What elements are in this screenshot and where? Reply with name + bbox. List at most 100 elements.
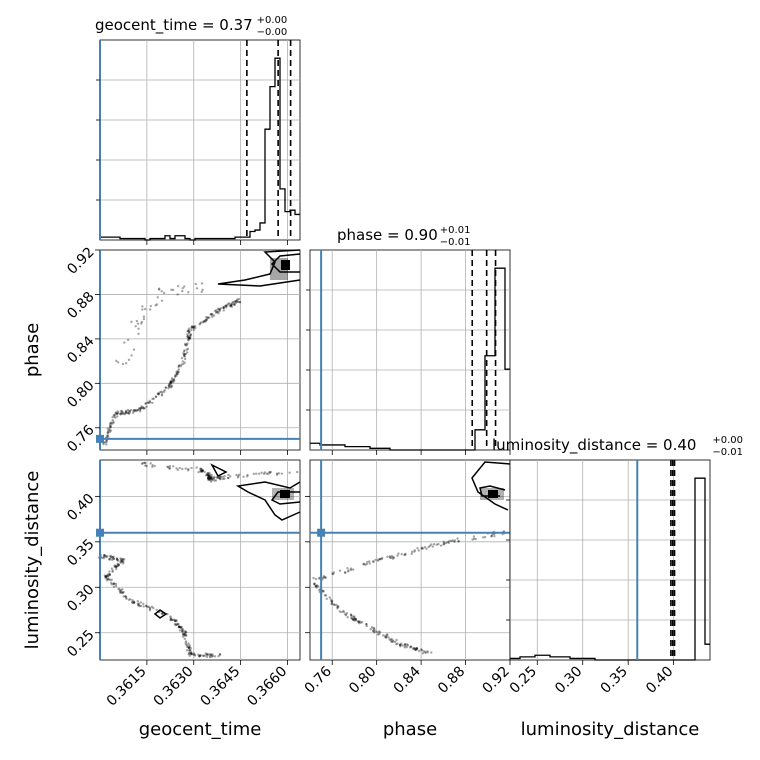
sample-point — [412, 647, 416, 650]
sample-point — [185, 645, 189, 649]
sample-point — [103, 574, 107, 577]
sample-point — [353, 617, 356, 620]
sample-point — [187, 651, 191, 654]
sample-point — [176, 369, 179, 373]
sample-point — [390, 637, 393, 641]
sample-point — [213, 479, 216, 482]
sample-point — [208, 654, 211, 657]
sample-point — [145, 604, 148, 608]
sample-point — [104, 575, 107, 579]
sample-point — [115, 558, 119, 561]
sample-point — [205, 318, 208, 321]
sample-point — [189, 333, 192, 337]
sample-point — [108, 426, 112, 429]
sample-point — [168, 466, 171, 470]
sample-point — [168, 382, 172, 385]
sample-point — [211, 654, 215, 658]
sample-point — [139, 407, 143, 410]
sample-point — [188, 654, 192, 657]
sample-point — [330, 602, 334, 605]
sample-point — [210, 314, 214, 317]
sample-point — [218, 653, 222, 656]
sample-point — [453, 539, 457, 542]
sample-point — [119, 410, 123, 413]
sample-point — [185, 344, 188, 347]
sample-point — [432, 542, 436, 546]
sample-point — [121, 412, 125, 416]
sample-point — [144, 402, 147, 405]
sample-point — [275, 472, 279, 475]
sample-point — [238, 301, 242, 304]
sample-point — [312, 576, 315, 580]
sample-point — [362, 562, 366, 565]
sample-point — [160, 612, 164, 615]
y-tick-label: 0.92 — [64, 244, 97, 277]
sample-point — [115, 557, 119, 560]
sample-point — [106, 429, 110, 433]
sample-point — [417, 549, 420, 552]
sample-point — [137, 603, 140, 607]
sample-point — [170, 381, 173, 384]
sample-point — [175, 467, 178, 470]
sample-point — [120, 409, 124, 413]
sample-point — [372, 629, 375, 633]
sample-point — [123, 412, 127, 416]
sample-point — [161, 391, 164, 394]
sample-point — [430, 543, 433, 546]
x-tick-label: 0.76 — [302, 663, 335, 696]
sample-point — [365, 622, 368, 626]
sample-point — [445, 541, 448, 545]
sample-point — [384, 636, 387, 639]
sample-point — [143, 407, 146, 410]
sample-point — [132, 409, 135, 412]
sample-point — [171, 618, 174, 622]
sample-point — [206, 653, 209, 656]
sample-point — [208, 471, 211, 475]
sample-point — [109, 557, 112, 560]
sample-point — [135, 409, 138, 413]
sample-point — [372, 631, 376, 634]
sample-point — [491, 533, 494, 536]
sample-point — [200, 290, 203, 294]
sample-point — [183, 633, 186, 637]
y-tick-label: 0.76 — [64, 422, 97, 455]
sample-point — [110, 581, 113, 584]
sample-point — [147, 401, 150, 404]
sample-point — [121, 558, 125, 561]
sample-point — [350, 617, 354, 620]
sample-point — [106, 431, 109, 434]
sample-point — [219, 475, 222, 479]
sample-point — [132, 410, 135, 413]
y-tick-label: 0.80 — [64, 378, 97, 411]
sample-point — [187, 646, 191, 650]
sample-point — [204, 318, 207, 322]
sample-point — [125, 596, 128, 599]
sample-point — [177, 370, 180, 374]
sample-point — [106, 577, 109, 581]
sample-point — [168, 385, 171, 388]
sample-point — [209, 476, 212, 479]
sample-point — [178, 466, 181, 470]
sample-point — [233, 303, 236, 307]
sample-point — [399, 643, 402, 647]
sample-point — [192, 653, 195, 656]
sample-point — [344, 613, 348, 617]
sample-point — [229, 475, 232, 478]
sample-point — [209, 654, 213, 657]
sample-point — [111, 556, 114, 559]
sample-point — [182, 362, 185, 366]
sample-point — [428, 544, 432, 547]
sample-point — [137, 602, 140, 605]
sample-point — [214, 311, 218, 314]
histogram-phase — [310, 267, 510, 451]
sample-point — [201, 469, 205, 472]
sample-point — [208, 473, 211, 476]
sample-point — [178, 625, 181, 629]
x-axis-label: geocent_time — [139, 719, 262, 740]
sample-point — [322, 590, 325, 593]
sample-point — [104, 440, 107, 444]
sample-point — [169, 616, 172, 619]
sample-point — [490, 535, 493, 538]
sample-point — [420, 547, 423, 550]
sample-point — [175, 372, 178, 375]
